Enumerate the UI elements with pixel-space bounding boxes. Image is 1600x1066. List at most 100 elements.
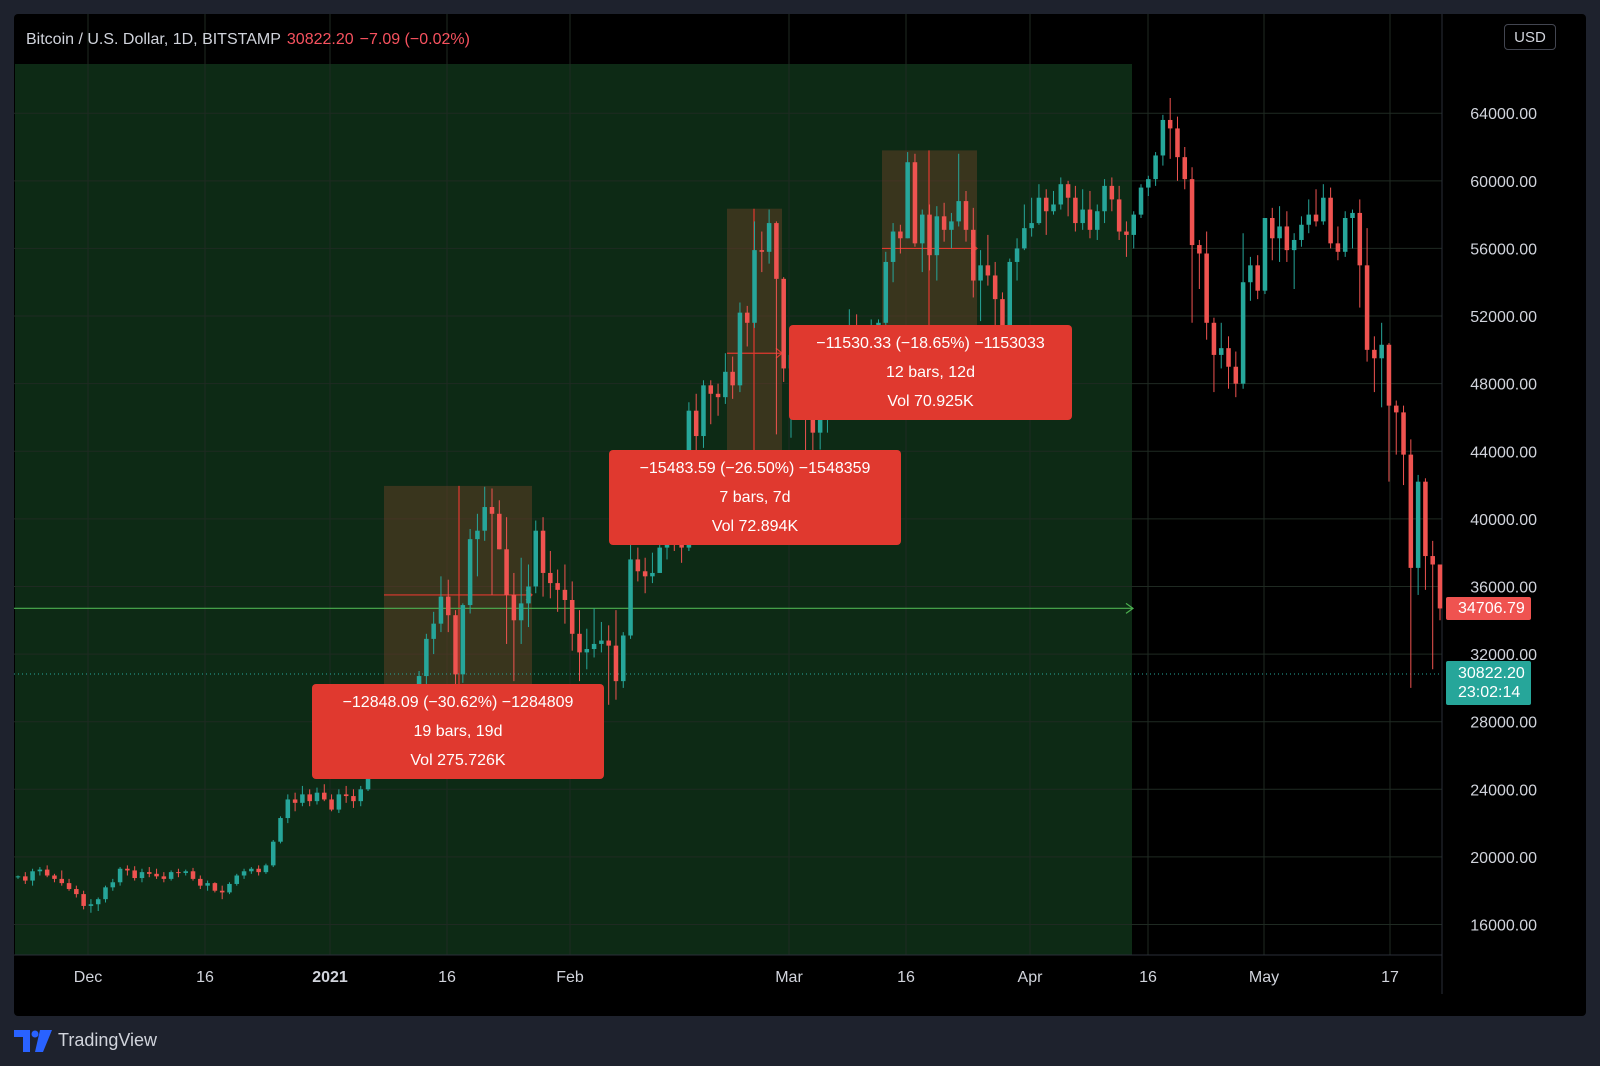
candle-body [358, 789, 363, 802]
candle-body [555, 583, 560, 590]
candle-body [1415, 481, 1421, 568]
candle-body [1102, 185, 1107, 212]
time-axis-label: Mar [775, 969, 803, 986]
candle-body [1386, 344, 1392, 406]
tradingview-brand[interactable]: TradingView [58, 1030, 158, 1050]
measure-label-line1: −12848.09 (−30.62%) −1284809 [342, 694, 574, 711]
candle-body [1262, 218, 1268, 291]
candle-body [526, 586, 531, 604]
candle-body [336, 794, 342, 810]
candle-body [723, 371, 728, 398]
candle-body [81, 894, 86, 906]
bar-countdown: 23:02:14 [1458, 683, 1521, 701]
candle-body [810, 412, 816, 433]
candle-body [1313, 214, 1319, 222]
candle-body [37, 869, 43, 872]
candle-body [1007, 261, 1013, 327]
candle-body [1051, 204, 1056, 212]
price-axis-label: 44000.00 [1470, 444, 1537, 461]
price-axis-label: 52000.00 [1470, 309, 1537, 326]
candle-body [715, 393, 721, 398]
measure-label-line3: Vol 275.726K [410, 752, 506, 769]
measure-label[interactable]: −11530.33 (−18.65%) −1153033 12 bars, 12d… [789, 325, 1072, 420]
candle-body [270, 841, 276, 866]
candle-body [628, 559, 633, 636]
candle-body [1350, 212, 1355, 219]
candle-body [1277, 226, 1282, 239]
candle-body [1233, 366, 1239, 384]
candle-body [1218, 348, 1224, 355]
chart-legend: Bitcoin / U.S. Dollar, 1D, BITSTAMP 30822… [26, 31, 470, 49]
candle-body [30, 871, 35, 881]
tradingview-logo-icon[interactable] [14, 1030, 54, 1052]
candle-body [234, 875, 240, 884]
candle-body [445, 596, 451, 616]
candle-body [591, 643, 597, 650]
candle-body [1204, 253, 1209, 323]
measure-label-line1: −11530.33 (−18.65%) −1153033 [816, 335, 1045, 352]
candle-body [1423, 481, 1428, 557]
candle-body [343, 794, 349, 797]
candle-body [737, 312, 743, 386]
candle-body [1175, 128, 1180, 158]
candle-body [650, 572, 655, 577]
candle-body [307, 794, 312, 802]
candle-body [52, 875, 57, 879]
candle-body [125, 868, 130, 871]
candle-body [1291, 239, 1297, 251]
candle-body [1095, 211, 1100, 230]
candle-body [730, 371, 735, 386]
candle-body [467, 539, 473, 606]
candle-body [475, 530, 480, 540]
measure-label[interactable]: −15483.59 (−26.50%) −1548359 7 bars, 7d Vo… [609, 450, 901, 545]
date-range-highlight [15, 64, 1132, 955]
candle-body [1167, 119, 1173, 129]
candle-body [438, 596, 444, 624]
price-axis-label: 16000.00 [1470, 918, 1537, 935]
price-axis-label: 60000.00 [1470, 174, 1537, 191]
candle-body [744, 312, 750, 323]
candle-body [285, 799, 291, 819]
ray-arrow-head [1125, 602, 1135, 614]
candle-body [1080, 209, 1085, 224]
candle-body [1131, 214, 1136, 235]
candle-body [154, 873, 159, 877]
time-axis-label: May [1249, 969, 1279, 986]
candle-body [300, 794, 305, 803]
candle-body [1364, 265, 1370, 350]
candle-body [1109, 185, 1115, 200]
candle-body [1146, 179, 1151, 188]
candle-body [1029, 223, 1034, 229]
candle-body [992, 275, 998, 300]
candle-body [1197, 245, 1202, 254]
candle-body [518, 603, 524, 621]
candle-body [766, 223, 772, 252]
candle-body [774, 223, 779, 279]
candle-body [1335, 243, 1341, 252]
candle-body [219, 890, 225, 893]
candle-body [88, 904, 94, 906]
candle-body [460, 605, 466, 675]
candle-body [1124, 231, 1129, 235]
price-axis-label: 56000.00 [1470, 241, 1537, 258]
price-axis-label: 20000.00 [1470, 850, 1537, 867]
candle-body [504, 549, 509, 595]
candle-body [497, 513, 502, 550]
price-axis-label: 64000.00 [1470, 106, 1537, 123]
candle-body [1437, 564, 1443, 609]
candle-body [708, 385, 714, 394]
candle-body [905, 162, 910, 239]
candle-body [1022, 228, 1027, 249]
candle-body [1036, 197, 1042, 224]
currency-button[interactable]: USD [1504, 24, 1556, 50]
symbol-label: Bitcoin / U.S. Dollar, 1D, BITSTAMP [26, 31, 281, 48]
candle-body [227, 883, 232, 893]
candle-body [168, 872, 174, 879]
candle-body [1087, 209, 1093, 230]
candle-body [978, 265, 983, 281]
candle-body [540, 530, 546, 573]
candle-body [971, 229, 976, 281]
candle-body [1408, 454, 1414, 568]
measure-label[interactable]: −12848.09 (−30.62%) −1284809 19 bars, 19d… [312, 684, 604, 779]
candle-body [176, 872, 181, 874]
